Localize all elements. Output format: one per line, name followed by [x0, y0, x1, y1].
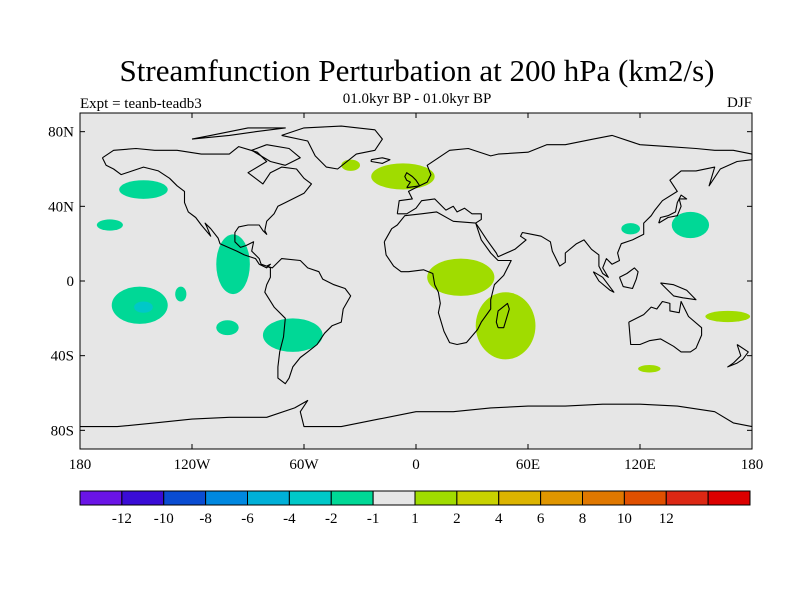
coastline-africa [383, 211, 512, 346]
anomaly-wpac-neg [671, 211, 710, 239]
colorbar-label: 2 [453, 511, 461, 527]
colorbar-label: 4 [495, 511, 503, 527]
coastline-japan [658, 194, 688, 224]
coastline-iceland [370, 157, 391, 164]
period-label: 01.0kyr BP - 01.0kyr BP [343, 91, 492, 107]
colorbar-label: -10 [154, 511, 174, 527]
colorbar-swatch [163, 490, 207, 506]
coastline-arctic-islands [191, 127, 286, 140]
colorbar-label: -8 [199, 511, 212, 527]
coastline-greenland [281, 125, 383, 170]
lat-tick-label: 40N [48, 199, 74, 215]
anomaly-spac-neg-core [134, 301, 153, 313]
colorbar: -12 -10 -8 -6 -4 -2 -1 1 2 4 6 8 10 12 [79, 490, 751, 527]
lon-tick-label: 60E [516, 457, 540, 473]
coastlines [80, 125, 753, 428]
coastline-baffin [251, 144, 301, 166]
anomaly-contours [96, 159, 751, 373]
anomaly-spac-neg-east [216, 320, 239, 336]
colorbar-swatch [456, 490, 500, 506]
colorbar-label: 6 [537, 511, 545, 527]
colorbar-label: -12 [112, 511, 132, 527]
anomaly-central-america-neg [216, 234, 250, 295]
anomaly-south-america-neg [262, 318, 323, 352]
colorbar-swatch [498, 490, 542, 506]
lon-tick-label: 120W [174, 457, 212, 473]
coastline-new-zealand [727, 344, 749, 368]
map-panel: 80N 40N 0 40S 80S 180 120W 60W 0 60E 120E 180 [48, 112, 763, 473]
colorbar-label: -4 [283, 511, 296, 527]
colorbar-swatch [372, 490, 416, 506]
coastline-australia [628, 300, 703, 353]
coastline-south-america [264, 258, 352, 385]
anomaly-epac-neg-west [96, 219, 123, 231]
anomaly-spac-pos-east [705, 310, 751, 323]
anomaly-indian-ocean-pos [475, 292, 536, 360]
map-background [80, 113, 752, 449]
experiment-label: Expt = teanb-teadb3 [80, 96, 202, 112]
coastline-new-guinea [660, 282, 697, 301]
colorbar-swatch [623, 490, 667, 506]
coastline-sumatra [592, 271, 615, 293]
lon-tick-label: 180 [69, 457, 92, 473]
lon-tick-label: 180 [741, 457, 764, 473]
coastline-eurasia [396, 134, 753, 278]
colorbar-swatch [414, 490, 458, 506]
lon-tick-label: 60W [289, 457, 319, 473]
colorbar-swatch [205, 490, 248, 506]
colorbar-swatch [288, 490, 332, 506]
colorbar-swatch [665, 490, 709, 506]
colorbar-swatch [707, 490, 751, 506]
colorbar-label: 8 [579, 511, 587, 527]
colorbar-swatch [540, 490, 583, 506]
coastline-antarctica [80, 399, 753, 428]
anomaly-natl-pos [371, 163, 435, 190]
anomaly-south-pos [638, 365, 661, 373]
lat-tick-label: 0 [67, 274, 75, 290]
lon-tick-label: 120E [624, 457, 656, 473]
anomaly-npac-neg [119, 180, 168, 199]
colorbar-swatch [330, 490, 374, 506]
anomaly-natl-pos-small [341, 159, 360, 171]
season-label: DJF [727, 95, 752, 111]
lat-tick-label: 80N [48, 125, 74, 141]
colorbar-swatch [247, 490, 290, 506]
map-axes: 80N 40N 0 40S 80S 180 120W 60W 0 60E 120E 180 [48, 113, 763, 473]
colorbar-swatch [582, 490, 625, 506]
coastline-madagascar [495, 302, 510, 329]
lon-tick-label: 0 [412, 457, 420, 473]
figure-title: Streamfunction Perturbation at 200 hPa (… [120, 53, 715, 88]
colorbar-label: 12 [659, 511, 674, 527]
colorbar-swatch [121, 490, 165, 506]
coastline-uk [404, 172, 421, 189]
colorbar-swatch [79, 490, 123, 506]
colorbar-label: -1 [367, 511, 380, 527]
lat-tick-label: 80S [51, 423, 74, 439]
anomaly-africa-pos [427, 258, 495, 296]
colorbar-label: 10 [617, 511, 632, 527]
anomaly-east-asia-neg [621, 223, 641, 235]
colorbar-label: -6 [241, 511, 254, 527]
lat-tick-label: 40S [51, 349, 74, 365]
coastline-borneo [618, 267, 639, 290]
coastline-north-america [101, 146, 313, 269]
colorbar-label: -2 [325, 511, 338, 527]
anomaly-spac-neg-small [175, 286, 187, 302]
colorbar-label: 1 [411, 511, 419, 527]
